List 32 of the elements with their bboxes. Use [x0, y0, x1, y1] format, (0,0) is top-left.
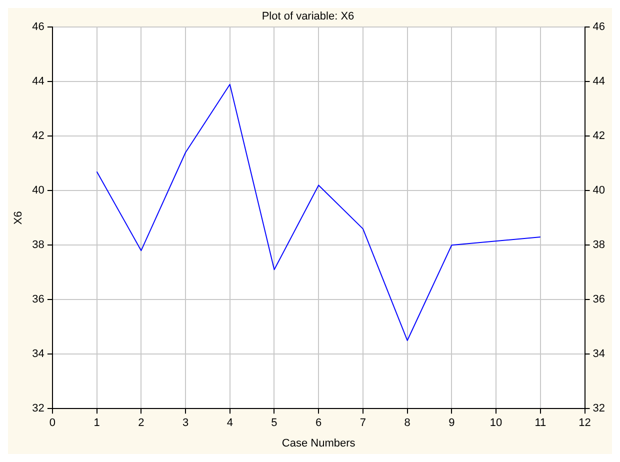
x-tick-label: 6	[316, 417, 322, 430]
y-tick-label: 34	[32, 348, 44, 360]
x-tick-label: 12	[578, 417, 591, 430]
y2-tick-label: 46	[592, 21, 606, 34]
y-tick-label: 42	[32, 130, 44, 142]
x-tick-label: 5	[271, 417, 278, 430]
x-tick-label: 7	[360, 417, 366, 430]
x-tick-label: 4	[226, 417, 233, 430]
y2-tick-label: 42	[592, 130, 606, 142]
y-tick-label: 38	[32, 239, 44, 252]
y2-tick-label: 36	[592, 294, 606, 306]
y2-tick-label: 32	[592, 402, 606, 415]
y-tick-label: 46	[32, 21, 44, 34]
x-tick-label: 1	[94, 417, 100, 430]
x-tick-label: 10	[490, 417, 502, 430]
y2-tick-label: 38	[592, 239, 606, 252]
y2-tick-label: 44	[592, 76, 606, 88]
y-tick-label: 40	[32, 184, 44, 197]
x-tick-label: 9	[448, 417, 455, 430]
chart-title: Plot of variable: X6	[262, 10, 354, 23]
y-tick-label: 36	[32, 294, 44, 306]
x-tick-label: 11	[534, 417, 546, 430]
x-tick-label: 0	[49, 417, 56, 430]
x-tick-label: 8	[404, 417, 410, 430]
x-tick-label: 3	[182, 417, 189, 430]
y2-tick-label: 34	[592, 348, 606, 360]
y-tick-label: 32	[32, 402, 44, 415]
y2-tick-label: 40	[592, 184, 606, 197]
y-tick-label: 44	[32, 76, 44, 88]
x-tick-label: 2	[138, 417, 144, 430]
y-axis-title: X6	[12, 211, 25, 225]
x-axis-title: Case Numbers	[282, 437, 356, 450]
